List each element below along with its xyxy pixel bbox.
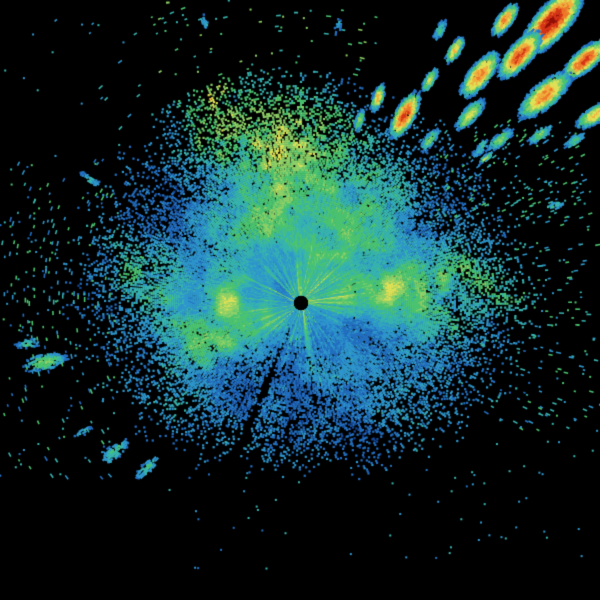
radar-display	[0, 0, 600, 600]
radar-ppi-canvas	[0, 0, 600, 600]
